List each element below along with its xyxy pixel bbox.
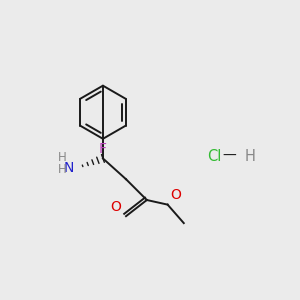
Text: H: H xyxy=(58,163,67,176)
Text: —: — xyxy=(222,149,236,163)
Text: H: H xyxy=(58,151,67,164)
Text: N: N xyxy=(64,161,74,175)
Text: O: O xyxy=(110,200,122,214)
Text: H: H xyxy=(245,148,256,164)
Text: F: F xyxy=(99,142,107,156)
Text: Cl: Cl xyxy=(207,148,221,164)
Text: O: O xyxy=(170,188,181,202)
